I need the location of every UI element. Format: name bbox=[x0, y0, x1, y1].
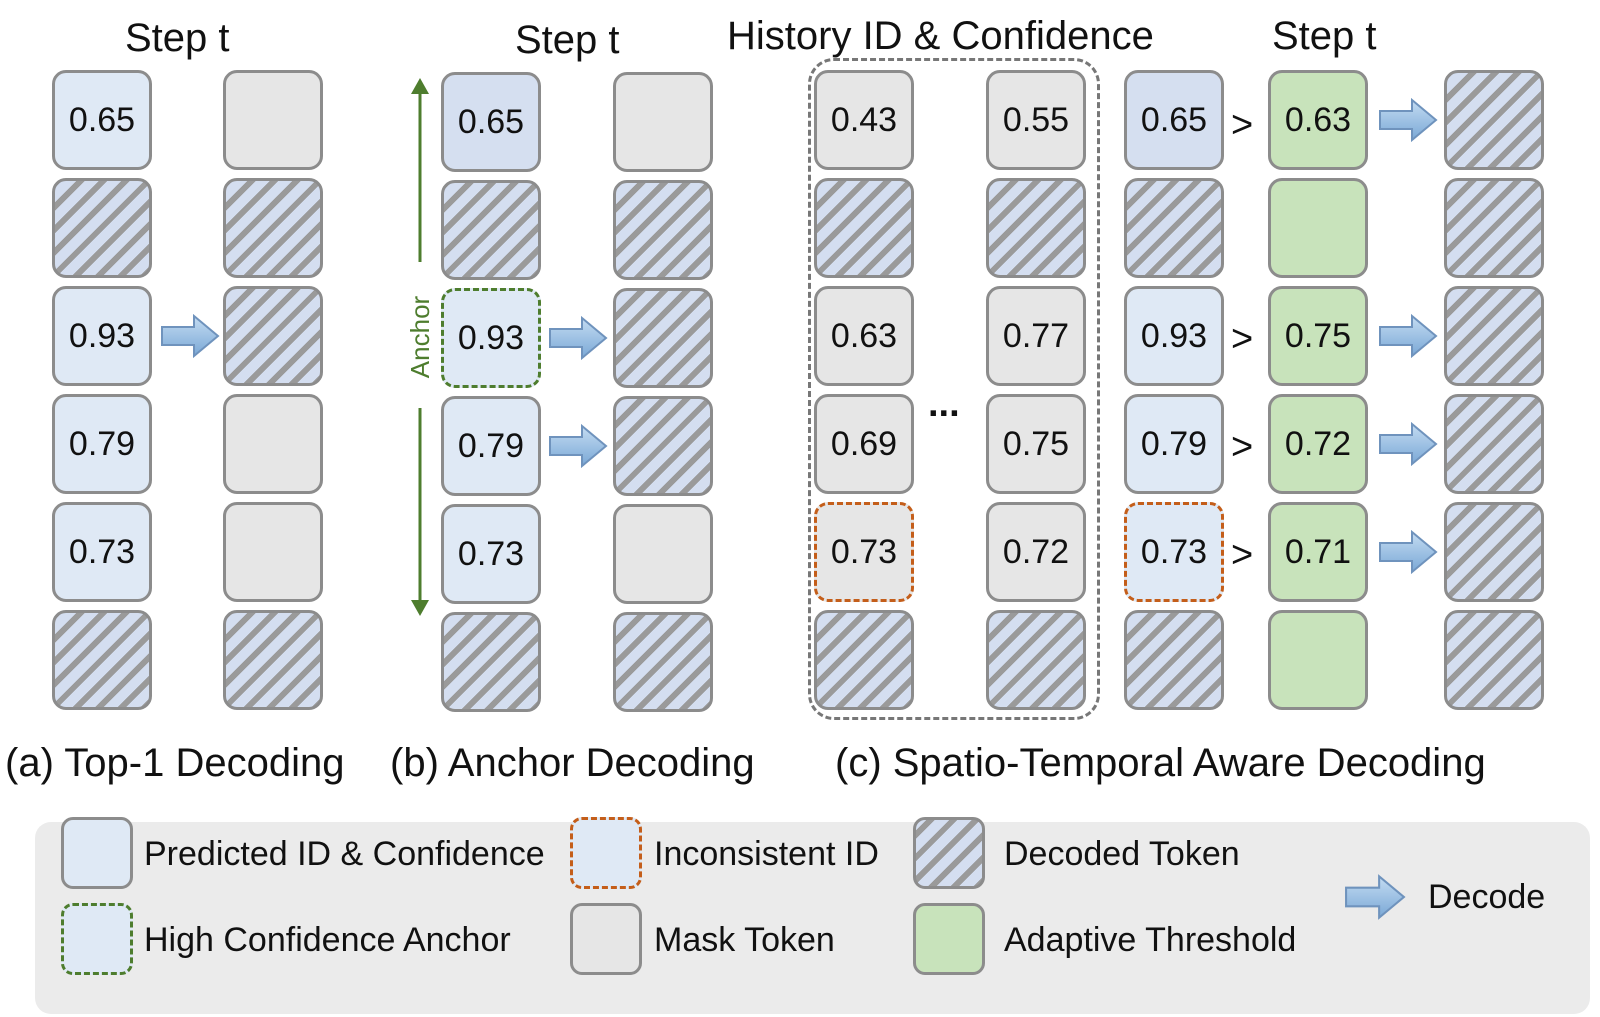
token-cell: 0.93 bbox=[1124, 286, 1224, 386]
decoded-token bbox=[1444, 502, 1544, 602]
legend-mask-swatch bbox=[570, 903, 642, 975]
decoded-token bbox=[613, 396, 713, 496]
legend-predicted-swatch bbox=[61, 817, 133, 889]
step-title-c: Step t bbox=[1272, 14, 1377, 58]
caption-b: (b) Anchor Decoding bbox=[390, 741, 755, 785]
token-cell: 0.93 bbox=[52, 286, 152, 386]
decoded-token bbox=[223, 610, 323, 710]
history-token: 0.55 bbox=[986, 70, 1086, 170]
legend-decode-arrow-icon bbox=[1344, 872, 1406, 922]
legend-decode-label: Decode bbox=[1428, 878, 1546, 916]
token-cell: 0.65 bbox=[1124, 70, 1224, 170]
mask-token bbox=[223, 70, 323, 170]
threshold-token: 0.75 bbox=[1268, 286, 1368, 386]
token-cell: 0.65 bbox=[52, 70, 152, 170]
history-title: History ID & Confidence bbox=[727, 14, 1154, 58]
decode-arrow-icon bbox=[1378, 530, 1438, 574]
decoded-token bbox=[52, 610, 152, 710]
decoded-token bbox=[613, 612, 713, 712]
token-cell: 0.79 bbox=[1124, 394, 1224, 494]
legend-mask-label: Mask Token bbox=[654, 921, 835, 959]
decode-arrow-icon bbox=[1378, 314, 1438, 358]
decode-arrow-icon bbox=[548, 316, 608, 360]
legend-predicted-label: Predicted ID & Confidence bbox=[144, 835, 545, 873]
mask-token bbox=[613, 504, 713, 604]
inconsistent-token: 0.73 bbox=[1124, 502, 1224, 602]
decoded-token bbox=[814, 178, 914, 278]
decode-arrow-icon bbox=[160, 314, 220, 358]
legend-inconsistent-label: Inconsistent ID bbox=[654, 835, 879, 873]
decode-arrow-icon bbox=[548, 424, 608, 468]
history-token: 0.77 bbox=[986, 286, 1086, 386]
threshold-token: 0.72 bbox=[1268, 394, 1368, 494]
decoded-token bbox=[441, 612, 541, 712]
decoded-token bbox=[223, 286, 323, 386]
anchor-token: 0.93 bbox=[441, 288, 541, 388]
decoded-token bbox=[1444, 610, 1544, 710]
token-cell: 0.79 bbox=[441, 396, 541, 496]
decoded-token bbox=[814, 610, 914, 710]
decoded-token bbox=[1444, 286, 1544, 386]
greater-than-sign: > bbox=[1231, 426, 1254, 468]
anchor-range-arrow-icon bbox=[411, 78, 429, 616]
history-token: 0.75 bbox=[986, 394, 1086, 494]
token-cell: 0.79 bbox=[52, 394, 152, 494]
legend bbox=[35, 822, 1590, 1014]
decoded-token bbox=[441, 180, 541, 280]
decoded-token bbox=[986, 178, 1086, 278]
decode-arrow-icon bbox=[1378, 422, 1438, 466]
decoded-token bbox=[986, 610, 1086, 710]
decoded-token bbox=[1444, 394, 1544, 494]
legend-decoded-swatch bbox=[913, 817, 985, 889]
legend-threshold-swatch bbox=[913, 903, 985, 975]
legend-anchor-label: High Confidence Anchor bbox=[144, 921, 511, 959]
step-title-b: Step t bbox=[515, 18, 620, 62]
threshold-token bbox=[1268, 178, 1368, 278]
decoded-token bbox=[613, 180, 713, 280]
legend-decoded-label: Decoded Token bbox=[1004, 835, 1240, 873]
token-cell: 0.65 bbox=[441, 72, 541, 172]
greater-than-sign: > bbox=[1231, 318, 1254, 360]
mask-token bbox=[223, 502, 323, 602]
decoded-token bbox=[1124, 610, 1224, 710]
decoded-token bbox=[1444, 178, 1544, 278]
anchor-label: Anchor bbox=[405, 295, 435, 379]
greater-than-sign: > bbox=[1231, 534, 1254, 576]
decoded-token bbox=[613, 288, 713, 388]
history-token: 0.72 bbox=[986, 502, 1086, 602]
legend-threshold-label: Adaptive Threshold bbox=[1004, 921, 1297, 959]
legend-anchor-swatch bbox=[61, 903, 133, 975]
decoded-token bbox=[52, 178, 152, 278]
mask-token bbox=[223, 394, 323, 494]
greater-than-sign: > bbox=[1231, 104, 1254, 146]
history-group bbox=[808, 58, 1100, 720]
token-cell: 0.73 bbox=[52, 502, 152, 602]
token-cell: 0.73 bbox=[441, 504, 541, 604]
mask-token bbox=[613, 72, 713, 172]
history-token: 0.43 bbox=[814, 70, 914, 170]
decoded-token bbox=[223, 178, 323, 278]
ellipsis: ... bbox=[928, 383, 960, 425]
decoded-token bbox=[1444, 70, 1544, 170]
history-token: 0.69 bbox=[814, 394, 914, 494]
legend-inconsistent-swatch bbox=[570, 817, 642, 889]
history-token: 0.63 bbox=[814, 286, 914, 386]
threshold-token bbox=[1268, 610, 1368, 710]
step-title-a: Step t bbox=[125, 16, 230, 60]
inconsistent-token: 0.73 bbox=[814, 502, 914, 602]
caption-a: (a) Top-1 Decoding bbox=[5, 741, 345, 785]
decode-arrow-icon bbox=[1378, 98, 1438, 142]
caption-c: (c) Spatio-Temporal Aware Decoding bbox=[835, 741, 1486, 785]
decoded-token bbox=[1124, 178, 1224, 278]
threshold-token: 0.63 bbox=[1268, 70, 1368, 170]
threshold-token: 0.71 bbox=[1268, 502, 1368, 602]
